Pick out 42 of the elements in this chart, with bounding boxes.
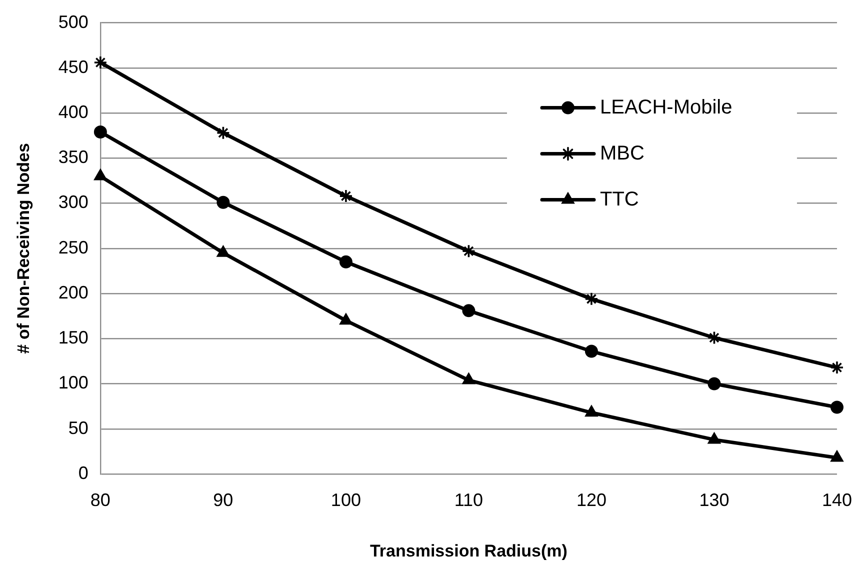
point bbox=[94, 125, 107, 138]
point bbox=[708, 432, 721, 444]
x-tick-label: 80 bbox=[90, 490, 110, 510]
y-tick-label: 300 bbox=[58, 192, 88, 212]
x-tick-label: 120 bbox=[576, 490, 606, 510]
point bbox=[707, 330, 722, 345]
y-tick-label: 500 bbox=[58, 12, 88, 32]
point bbox=[216, 196, 230, 209]
point bbox=[339, 189, 353, 203]
x-tick-label: 130 bbox=[699, 490, 730, 510]
point bbox=[462, 372, 476, 384]
point bbox=[584, 405, 598, 417]
point bbox=[462, 244, 476, 258]
y-tick-label: 50 bbox=[68, 418, 88, 438]
point bbox=[708, 377, 721, 390]
point bbox=[584, 292, 598, 306]
y-tick-label: 200 bbox=[58, 282, 88, 302]
y-axis-title: # of Non-Receiving Nodes bbox=[14, 143, 33, 354]
point bbox=[216, 126, 230, 140]
y-tick-label: 450 bbox=[58, 56, 88, 77]
y-tick-label: 400 bbox=[58, 102, 88, 122]
point bbox=[339, 313, 353, 325]
x-tick-label: 90 bbox=[213, 490, 234, 510]
x-axis-title: Transmission Radius(m) bbox=[370, 541, 568, 560]
y-tick-label: 0 bbox=[78, 462, 88, 483]
point bbox=[584, 344, 598, 358]
legend-label: TTC bbox=[600, 188, 639, 210]
legend-label: MBC bbox=[600, 142, 644, 164]
x-tick-label: 110 bbox=[454, 490, 484, 510]
point bbox=[462, 304, 476, 318]
y-tick-label: 150 bbox=[58, 328, 88, 348]
point bbox=[830, 400, 844, 414]
y-tick-label: 100 bbox=[58, 372, 88, 393]
x-tick-label: 140 bbox=[822, 490, 852, 510]
point bbox=[830, 360, 844, 374]
y-tick-label: 350 bbox=[58, 147, 88, 168]
x-tick-label: 100 bbox=[330, 490, 361, 510]
point bbox=[830, 450, 844, 462]
legend-label: LEACH-Mobile bbox=[600, 96, 732, 118]
y-tick-label: 250 bbox=[58, 237, 88, 258]
point bbox=[94, 56, 108, 70]
point bbox=[339, 255, 352, 268]
